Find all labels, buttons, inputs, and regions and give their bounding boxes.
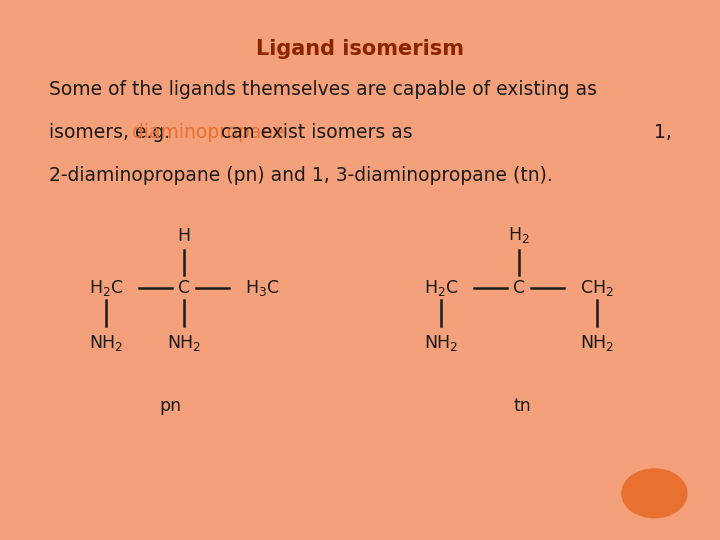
Text: 2-diaminopropane (pn) and 1, 3-diaminopropane (tn).: 2-diaminopropane (pn) and 1, 3-diaminopr… — [49, 166, 552, 185]
Text: H$_3$C: H$_3$C — [245, 278, 279, 298]
Text: can exist isomers as: can exist isomers as — [215, 123, 413, 142]
Text: NH$_2$: NH$_2$ — [89, 333, 123, 354]
Text: NH$_2$: NH$_2$ — [580, 333, 614, 354]
Text: CH$_2$: CH$_2$ — [580, 278, 614, 298]
Text: H: H — [177, 227, 191, 245]
Text: C: C — [178, 279, 190, 297]
Text: H$_2$: H$_2$ — [508, 225, 530, 245]
Text: Some of the ligands themselves are capable of existing as: Some of the ligands themselves are capab… — [49, 80, 597, 99]
Text: tn: tn — [513, 397, 531, 415]
Text: NH$_2$: NH$_2$ — [167, 333, 201, 354]
Text: NH$_2$: NH$_2$ — [424, 333, 458, 354]
Text: H$_2$C: H$_2$C — [424, 278, 459, 298]
Text: pn: pn — [159, 397, 181, 415]
Text: H$_2$C: H$_2$C — [89, 278, 124, 298]
Text: diaminopropane: diaminopropane — [132, 123, 285, 142]
Text: C: C — [513, 279, 525, 297]
Text: Ligand isomerism: Ligand isomerism — [256, 39, 464, 59]
Text: isomers, e.g.: isomers, e.g. — [49, 123, 176, 142]
Circle shape — [622, 469, 687, 518]
Text: 1,: 1, — [654, 123, 672, 142]
